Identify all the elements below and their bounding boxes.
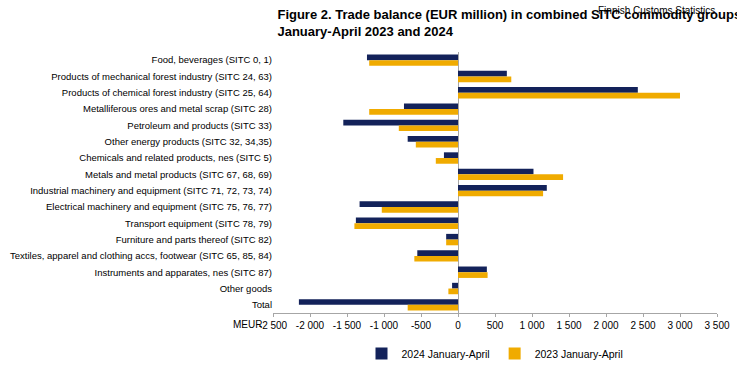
svg-text:MEUR: MEUR [233, 319, 262, 330]
svg-text:Chemicals and related products: Chemicals and related products, nes (SIT… [79, 152, 272, 163]
svg-text:Figure 2. Trade balance (EUR m: Figure 2. Trade balance (EUR million) in… [277, 7, 737, 39]
svg-text:2024 January-April: 2024 January-April [402, 348, 490, 360]
svg-text:Electrical machinery and equip: Electrical machinery and equipment (SITC… [46, 201, 272, 212]
svg-text:Instruments and apparates, nes: Instruments and apparates, nes (SITC 87) [95, 267, 272, 278]
svg-text:Furniture and parts thereof (S: Furniture and parts thereof (SITC 82) [116, 234, 272, 245]
svg-text:1 500: 1 500 [556, 320, 581, 331]
svg-text:Textiles, apparel and clothing: Textiles, apparel and clothing accs, foo… [10, 250, 272, 261]
svg-text:Products of chemical forest in: Products of chemical forest industry (SI… [62, 87, 272, 98]
svg-text:Metalliferous ores and metal s: Metalliferous ores and metal scrap (SITC… [83, 103, 272, 114]
svg-text:Total: Total [252, 299, 272, 310]
svg-text:Petroleum and products (SITC 3: Petroleum and products (SITC 33) [127, 120, 272, 131]
svg-text:Transport equipment (SITC 78,: Transport equipment (SITC 78, 79) [125, 218, 272, 229]
svg-text:2023 January-April: 2023 January-April [535, 348, 623, 360]
svg-text:3 000: 3 000 [667, 320, 692, 331]
svg-text:-500: -500 [411, 320, 431, 331]
svg-text:-2 000: -2 000 [296, 320, 325, 331]
svg-text:Metals and metal products (SIT: Metals and metal products (SITC 67, 68, … [85, 169, 272, 180]
svg-text:Other goods: Other goods [220, 283, 273, 294]
svg-text:Finnish Customs Statistics: Finnish Customs Statistics [598, 5, 715, 16]
svg-text:Industrial machinery and equip: Industrial machinery and equipment (SITC… [30, 185, 272, 196]
svg-text:2 000: 2 000 [593, 320, 618, 331]
svg-text:-2 500: -2 500 [259, 320, 288, 331]
svg-text:-1 500: -1 500 [333, 320, 362, 331]
svg-text:1 000: 1 000 [519, 320, 544, 331]
svg-text:500: 500 [487, 320, 504, 331]
svg-text:Products of mechanical forest: Products of mechanical forest industry (… [51, 71, 272, 82]
svg-text:Food, beverages (SITC 0, 1): Food, beverages (SITC 0, 1) [152, 54, 272, 65]
svg-text:2 500: 2 500 [630, 320, 655, 331]
svg-text:3 500: 3 500 [704, 320, 729, 331]
svg-text:Other energy products (SITC 32: Other energy products (SITC 32, 34,35) [105, 136, 272, 147]
svg-text:-1 000: -1 000 [370, 320, 399, 331]
svg-text:0: 0 [455, 320, 461, 331]
